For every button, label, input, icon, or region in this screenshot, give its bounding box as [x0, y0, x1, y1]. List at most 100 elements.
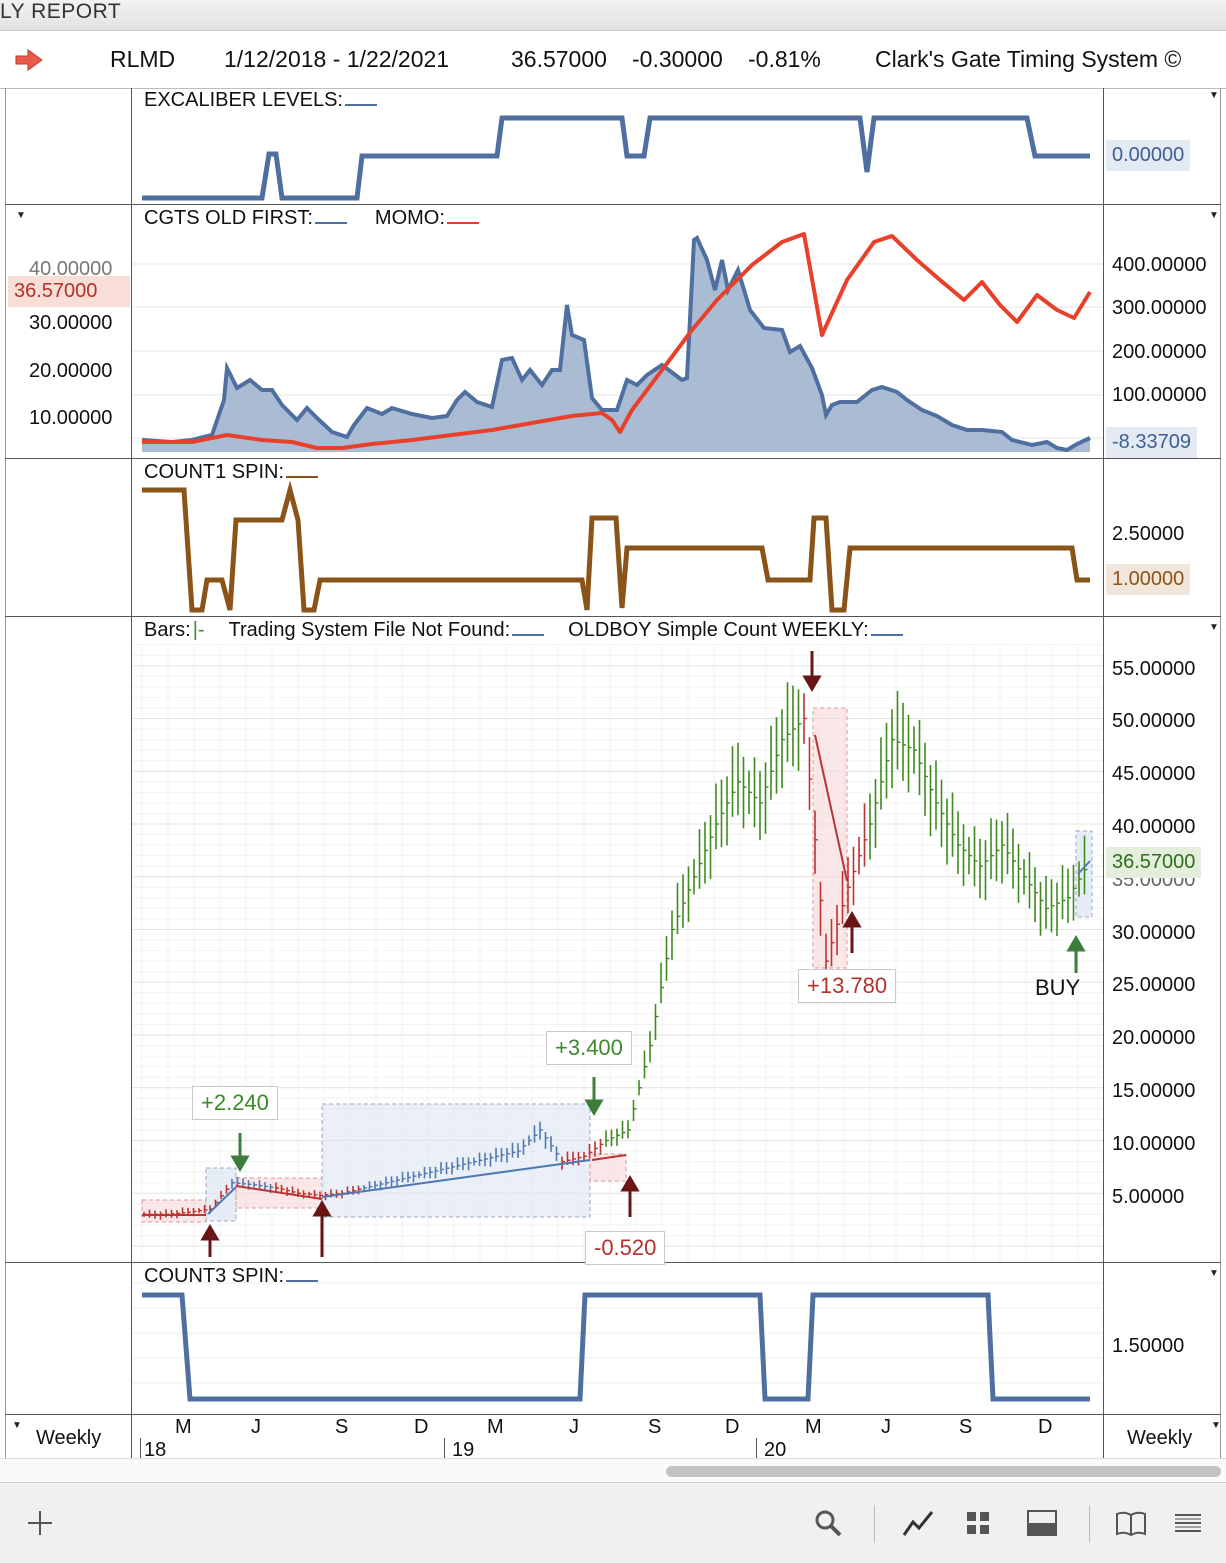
panel5-dropdown-icon[interactable]: ▼	[1209, 1268, 1219, 1279]
price-current-value: 36.57000	[1106, 847, 1202, 878]
window-title: LY REPORT	[0, 0, 122, 23]
excaliber-line	[142, 115, 1090, 201]
year-tick	[756, 1438, 757, 1458]
arrow-down-marker-green	[230, 1077, 604, 1172]
toolbar-separator	[874, 1505, 875, 1543]
panel1-dropdown-icon[interactable]: ▼	[1209, 90, 1219, 101]
year-label: 18	[144, 1439, 167, 1461]
price-tick: 20.00000	[1112, 1027, 1196, 1049]
panel1-title: EXCALIBER LEVELS:	[144, 89, 377, 112]
month-label: M	[175, 1416, 192, 1438]
panel-divider-2	[5, 458, 1221, 459]
count1-line	[142, 480, 1090, 613]
month-label: S	[959, 1416, 973, 1438]
panel2-left-tick: 20.00000	[29, 360, 113, 382]
panel3-tick: 2.50000	[1112, 523, 1185, 545]
search-icon[interactable]	[808, 1503, 848, 1543]
arrow-down-marker	[802, 651, 822, 692]
symbol-info-bar: RLMD 1/12/2018 - 1/22/2021 36.57000 -0.3…	[0, 36, 1226, 89]
month-label: D	[725, 1416, 740, 1438]
panel-divider-1	[5, 204, 1221, 205]
year-label: 20	[764, 1439, 787, 1461]
month-label: J	[881, 1416, 891, 1438]
cgts-momo-chart	[132, 232, 1103, 453]
panel2-left-current-value: 36.57000	[8, 276, 130, 307]
panel2-left-tick: 30.00000	[29, 312, 113, 334]
panel-divider-5	[5, 1414, 1221, 1415]
timeframe-right[interactable]: Weekly	[1127, 1427, 1193, 1449]
panel-divider-3	[5, 616, 1221, 617]
symbol: RLMD	[110, 46, 176, 72]
month-label: S	[648, 1416, 662, 1438]
date-range: 1/12/2018 - 1/22/2021	[224, 46, 450, 72]
arrow-right-icon[interactable]	[14, 48, 44, 72]
price-tick: 10.00000	[1112, 1133, 1196, 1155]
panel1-current-value: 0.00000	[1106, 140, 1191, 171]
month-label: D	[1038, 1416, 1053, 1438]
panel4-title: Bars: |- Trading System File Not Found: OLD…	[144, 619, 903, 642]
price-tick: 40.00000	[1112, 816, 1196, 838]
price-change: -0.30000	[632, 46, 723, 72]
trade-annotation: +13.780	[798, 969, 897, 1003]
last-price: 36.57000	[511, 46, 607, 72]
window-title-bar: LY REPORT	[0, 0, 1226, 31]
panel2-left-tick: 10.00000	[29, 407, 113, 429]
panel5-tick: 1.50000	[1112, 1335, 1185, 1357]
price-change-pct: -0.81%	[748, 46, 821, 72]
price-tick: 50.00000	[1112, 710, 1196, 732]
timeframe-left-dropdown-icon[interactable]: ▼	[12, 1420, 22, 1431]
right-axis-divider	[1103, 88, 1104, 1458]
count3-line	[142, 1292, 1090, 1402]
trend-line-icon[interactable]	[898, 1503, 938, 1543]
price-tick: 15.00000	[1112, 1080, 1196, 1102]
left-frame	[5, 88, 6, 1458]
panel2-left-dropdown-icon[interactable]: ▼	[16, 210, 26, 221]
price-tick: 25.00000	[1112, 974, 1196, 996]
price-tick: 45.00000	[1112, 763, 1196, 785]
panel2-left-tick: 40.00000	[29, 258, 113, 280]
cgts-line	[141, 235, 1091, 453]
month-label: D	[414, 1416, 429, 1438]
right-frame	[1220, 88, 1221, 1458]
month-label: S	[335, 1416, 349, 1438]
momo-line	[142, 232, 1092, 450]
trade-annotation: +3.400	[546, 1031, 632, 1065]
year-label: 19	[452, 1439, 475, 1461]
left-axis-divider	[131, 88, 132, 1458]
horizontal-scroll-thumb[interactable]	[666, 1466, 1221, 1477]
bottom-toolbar	[0, 1482, 1226, 1563]
month-label: J	[251, 1416, 261, 1438]
price-tick: 5.00000	[1112, 1186, 1185, 1208]
price-tick: 30.00000	[1112, 922, 1196, 944]
toolbar-separator	[1089, 1505, 1090, 1543]
panel4-dropdown-icon[interactable]: ▼	[1209, 622, 1219, 633]
grid-layout-icon[interactable]	[958, 1503, 998, 1543]
panel2-right-tick: 200.00000	[1112, 341, 1207, 363]
panel2-right-tick: 300.00000	[1112, 297, 1207, 319]
arrow-up-marker	[200, 911, 862, 1257]
add-icon[interactable]	[20, 1503, 60, 1543]
month-label: J	[569, 1416, 579, 1438]
panel2-title: CGTS OLD FIRST: MOMO:	[144, 207, 479, 230]
buy-label: BUY	[1035, 975, 1081, 1000]
timeframe-right-dropdown-icon[interactable]: ▼	[1211, 1420, 1221, 1431]
book-icon[interactable]	[1111, 1503, 1151, 1543]
price-tick: 55.00000	[1112, 658, 1196, 680]
excaliber-chart	[142, 115, 1090, 201]
month-label: M	[805, 1416, 822, 1438]
panel-layout-icon[interactable]	[1022, 1503, 1062, 1543]
panel2-dropdown-icon[interactable]: ▼	[1209, 210, 1219, 221]
panel2-right-tick: 400.00000	[1112, 254, 1207, 276]
count3-chart	[132, 1282, 1103, 1402]
trade-annotation: +2.240	[192, 1086, 278, 1120]
month-label: M	[487, 1416, 504, 1438]
panel3-title: COUNT1 SPIN:	[144, 461, 319, 484]
menu-icon[interactable]	[1168, 1503, 1208, 1543]
cgts-area	[142, 238, 1090, 452]
horizontal-scroll-track[interactable]	[0, 1458, 1226, 1483]
count1-chart	[142, 480, 1090, 613]
panel5-title: COUNT3 SPIN:	[144, 1265, 319, 1288]
timeframe-left[interactable]: Weekly	[36, 1427, 102, 1449]
year-tick	[140, 1438, 141, 1458]
price-chart	[132, 644, 1103, 1262]
